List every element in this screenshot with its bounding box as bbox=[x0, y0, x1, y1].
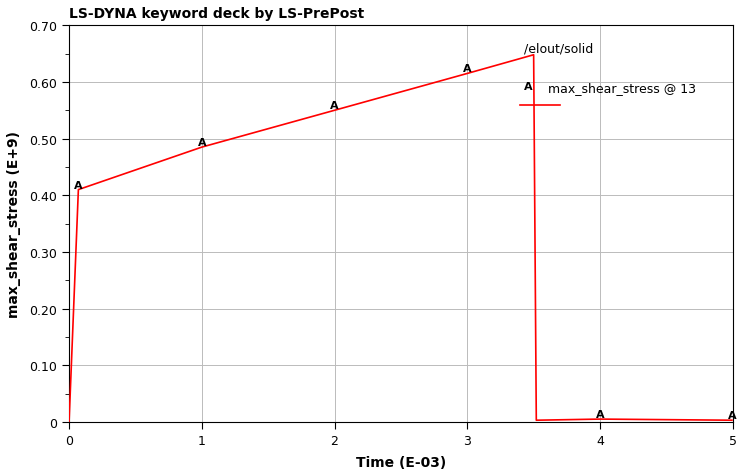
Text: A: A bbox=[330, 101, 339, 111]
Text: A: A bbox=[524, 82, 532, 91]
Text: A: A bbox=[728, 410, 737, 420]
Text: A: A bbox=[463, 64, 472, 74]
Text: LS-DYNA keyword deck by LS-PrePost: LS-DYNA keyword deck by LS-PrePost bbox=[69, 7, 365, 21]
Text: A: A bbox=[197, 138, 206, 148]
Text: A: A bbox=[596, 409, 604, 419]
Text: /elout/solid: /elout/solid bbox=[524, 42, 593, 55]
Y-axis label: max_shear_stress (E+9): max_shear_stress (E+9) bbox=[7, 131, 21, 317]
Text: A: A bbox=[74, 180, 83, 190]
Text: max_shear_stress @ 13: max_shear_stress @ 13 bbox=[544, 82, 696, 95]
X-axis label: Time (E-03): Time (E-03) bbox=[356, 455, 446, 469]
